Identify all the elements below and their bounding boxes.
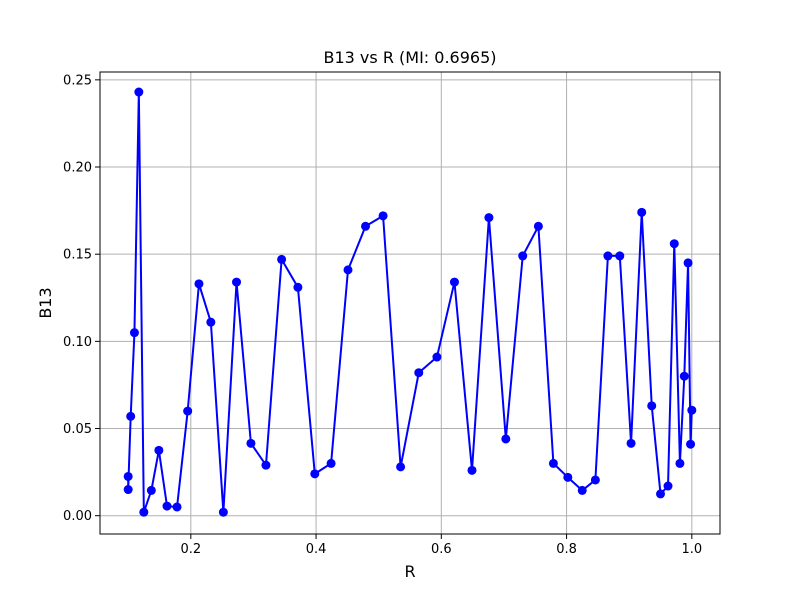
y-tick-label: 0.20 (63, 161, 92, 176)
data-point (683, 258, 693, 268)
data-points (123, 87, 697, 517)
data-point (626, 438, 636, 448)
grid (100, 72, 720, 534)
data-point (126, 411, 136, 421)
data-point (206, 317, 216, 327)
y-tick-label: 0.05 (63, 422, 92, 437)
data-point (533, 221, 543, 231)
data-point (647, 401, 657, 411)
data-point (261, 460, 271, 470)
data-point (687, 405, 697, 415)
data-point (615, 251, 625, 261)
data-point (414, 368, 424, 378)
data-point (686, 439, 696, 449)
data-point (590, 475, 600, 485)
y-tick-label: 0.00 (63, 509, 92, 524)
x-axis: 0.2 0.4 0.6 0.8 1.0 (180, 534, 702, 557)
data-point (675, 458, 685, 468)
data-point (656, 489, 666, 499)
plot-frame (99, 71, 721, 535)
data-point (669, 239, 679, 249)
data-point (343, 265, 353, 275)
y-tick-label: 0.25 (63, 73, 92, 88)
y-axis-label: B13 (36, 287, 55, 318)
data-point (326, 458, 336, 468)
x-tick-label: 0.4 (306, 542, 327, 557)
data-point (603, 251, 613, 261)
data-point (293, 282, 303, 292)
data-point (548, 458, 558, 468)
data-point (501, 434, 511, 444)
data-point (484, 213, 494, 223)
chart-title: B13 vs R (MI: 0.6965) (324, 48, 497, 67)
data-point (663, 481, 673, 491)
data-point (218, 507, 228, 517)
data-point (518, 251, 528, 261)
data-point (577, 485, 587, 495)
data-point (679, 371, 689, 381)
data-point (154, 445, 164, 455)
data-point (172, 502, 182, 512)
data-point (361, 221, 371, 231)
x-tick-label: 0.6 (431, 542, 452, 557)
data-point (139, 507, 149, 517)
data-point (467, 465, 477, 475)
data-point (194, 279, 204, 289)
data-point (162, 501, 172, 511)
data-point (123, 485, 133, 495)
data-point (396, 462, 406, 472)
data-point (123, 471, 133, 481)
x-tick-label: 0.8 (556, 542, 577, 557)
data-point (449, 277, 459, 287)
data-point (246, 438, 256, 448)
x-tick-label: 0.2 (180, 542, 201, 557)
data-point (129, 328, 139, 338)
y-tick-label: 0.15 (63, 248, 92, 263)
data-point (183, 406, 193, 416)
data-point (310, 469, 320, 479)
data-point (432, 352, 442, 362)
data-point (563, 472, 573, 482)
x-tick-label: 1.0 (681, 542, 702, 557)
data-point (378, 211, 388, 221)
x-axis-label: R (404, 562, 415, 581)
y-tick-label: 0.10 (63, 335, 92, 350)
data-point (134, 87, 144, 97)
data-point (146, 485, 156, 495)
data-point (232, 277, 242, 287)
data-point (277, 254, 287, 264)
data-point (637, 207, 647, 217)
y-axis: 0.00 0.05 0.10 0.15 0.20 0.25 (63, 73, 100, 524)
